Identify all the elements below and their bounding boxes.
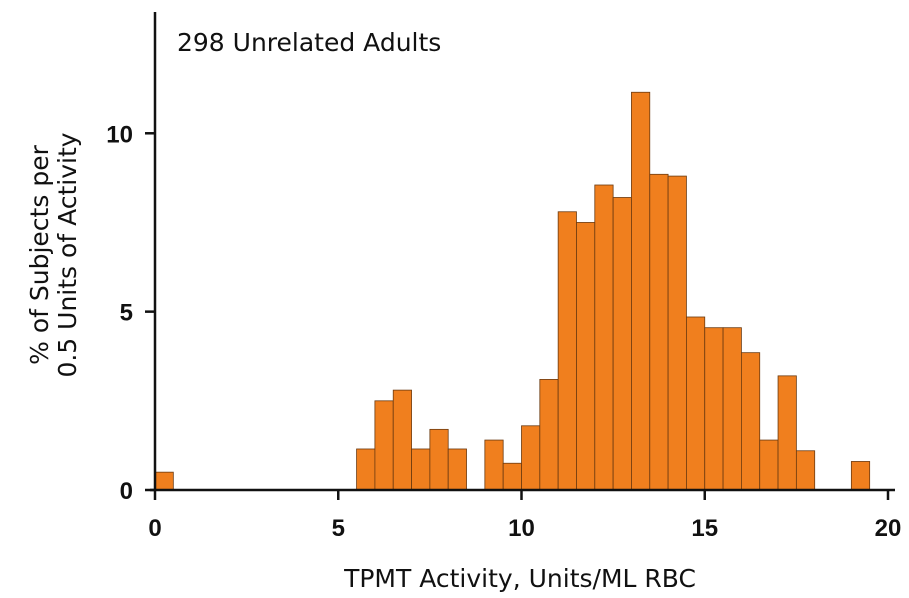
y-axis-label: 0.5 Units of Activity <box>53 132 82 377</box>
bar <box>612 197 632 491</box>
x-tick-label: 20 <box>875 515 902 542</box>
annotation: 298 Unrelated Adults <box>177 28 441 57</box>
bar <box>741 352 761 491</box>
y-tick-label: 5 <box>120 300 133 327</box>
bar <box>356 448 376 491</box>
bar <box>759 439 779 491</box>
bar <box>631 91 651 491</box>
bar <box>502 462 522 491</box>
bar <box>667 175 687 491</box>
bar <box>686 316 706 491</box>
bar <box>521 425 541 491</box>
x-tick-label: 0 <box>148 515 161 542</box>
y-tick-label: 10 <box>106 121 133 148</box>
bar <box>429 428 449 491</box>
x-tick-label: 5 <box>332 515 345 542</box>
bar <box>374 400 394 491</box>
y-axis-label: % of Subjects per <box>25 144 54 364</box>
y-tick-label: 0 <box>120 478 133 505</box>
x-axis-label: TPMT Activity, Units/ML RBC <box>343 564 696 593</box>
bar <box>392 389 412 491</box>
bar <box>447 448 467 491</box>
bar <box>795 450 816 491</box>
bar <box>850 461 871 491</box>
x-tick-label: 10 <box>508 515 535 542</box>
bar <box>649 173 669 491</box>
bar <box>557 211 577 491</box>
bar <box>704 327 724 491</box>
bar <box>722 327 742 491</box>
bar <box>484 439 504 491</box>
bar <box>594 184 614 491</box>
x-tick-label: 15 <box>691 515 718 542</box>
bar <box>777 375 797 491</box>
bar <box>539 379 559 491</box>
bar <box>411 448 431 491</box>
bar <box>576 222 596 491</box>
bar <box>154 471 174 491</box>
